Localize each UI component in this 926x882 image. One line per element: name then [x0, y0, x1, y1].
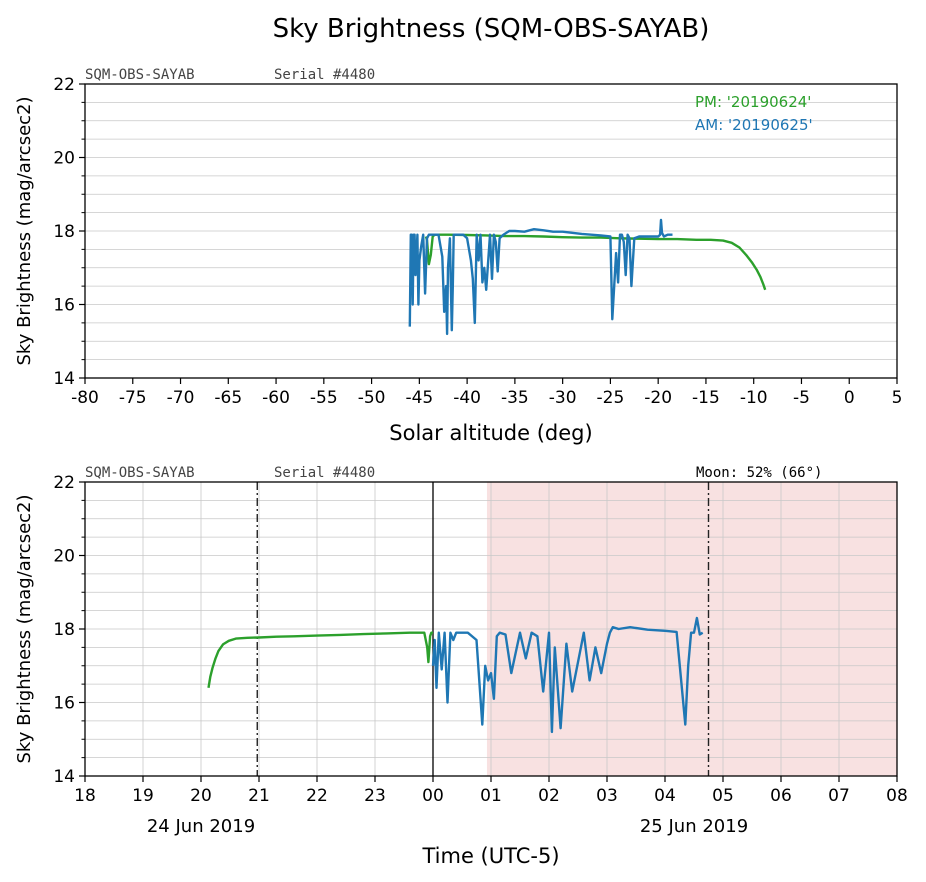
x-tick-label: 01 [480, 786, 502, 806]
x-axis-label: Time (UTC-5) [421, 844, 559, 868]
y-tick-label: 22 [53, 75, 75, 95]
y-tick-label: 14 [53, 767, 75, 787]
legend-am: AM: '20190625' [695, 116, 813, 134]
x-tick-label: -60 [262, 388, 290, 408]
x-tick-label: -80 [71, 388, 99, 408]
x-tick-label: -20 [644, 388, 672, 408]
x-tick-label: 07 [828, 786, 850, 806]
series-line-am [408, 218, 673, 336]
y-tick-label: 16 [53, 296, 75, 316]
x-tick-label: 18 [74, 786, 96, 806]
x-tick-label: 02 [538, 786, 560, 806]
x-tick-label: -10 [740, 388, 768, 408]
x-tick-label: -75 [119, 388, 147, 408]
y-tick-label: 18 [53, 620, 75, 640]
x-tick-label: -40 [453, 388, 481, 408]
x-tick-label: -50 [358, 388, 386, 408]
y-axis-label: Sky Brightness (mag/arcsec2) [14, 494, 35, 763]
x-tick-label: 0 [844, 388, 855, 408]
series-line-pm [207, 631, 433, 688]
y-tick-label: 18 [53, 222, 75, 242]
header-serial-label: Serial #4480 [274, 67, 375, 83]
figure-title: Sky Brightness (SQM-OBS-SAYAB) [273, 14, 710, 44]
date-label-24-jun: 24 Jun 2019 [147, 816, 255, 837]
x-tick-label: 21 [248, 786, 270, 806]
y-tick-label: 16 [53, 694, 75, 714]
x-tick-label: -65 [214, 388, 242, 408]
x-tick-label: 22 [306, 786, 328, 806]
x-tick-label: 04 [654, 786, 676, 806]
x-tick-label: -35 [501, 388, 529, 408]
header-moon-label: Moon: 52% (66°) [696, 465, 822, 481]
x-tick-label: 5 [892, 388, 903, 408]
x-tick-label: -55 [310, 388, 338, 408]
x-tick-label: 20 [190, 786, 212, 806]
header-site-label: SQM-OBS-SAYAB [85, 465, 195, 481]
y-tick-label: 14 [53, 369, 75, 389]
series-line-am [431, 616, 704, 734]
x-tick-label: 05 [712, 786, 734, 806]
x-tick-label: 08 [886, 786, 908, 806]
x-tick-label: 06 [770, 786, 792, 806]
x-tick-label: 03 [596, 786, 618, 806]
x-tick-label: 00 [422, 786, 444, 806]
x-tick-label: -15 [692, 388, 720, 408]
time-chart: 18 19 20 21 22 23 00 01 02 03 04 05 06 07 08 14 16 18 20 22… [14, 465, 908, 868]
x-tick-label: -5 [793, 388, 810, 408]
x-tick-label: -30 [549, 388, 577, 408]
date-label-25-jun: 25 Jun 2019 [640, 816, 748, 837]
x-tick-label: -70 [167, 388, 195, 408]
y-axis-label: Sky Brightness (mag/arcsec2) [14, 96, 35, 365]
legend-pm: PM: '20190624' [695, 93, 811, 111]
x-tick-label: -45 [405, 388, 433, 408]
x-tick-label: 23 [364, 786, 386, 806]
header-site-label: SQM-OBS-SAYAB [85, 67, 195, 83]
x-tick-label: 19 [132, 786, 154, 806]
y-tick-label: 22 [53, 473, 75, 493]
y-tick-label: 20 [53, 547, 75, 567]
header-serial-label: Serial #4480 [274, 465, 375, 481]
y-tick-label: 20 [53, 149, 75, 169]
x-tick-label: -25 [597, 388, 625, 408]
x-axis-label: Solar altitude (deg) [389, 421, 592, 445]
altitude-chart: -80 -75 -70 -65 -60 -55 -50 -45 -40 -35 -30 -25 -20-… [14, 67, 902, 445]
